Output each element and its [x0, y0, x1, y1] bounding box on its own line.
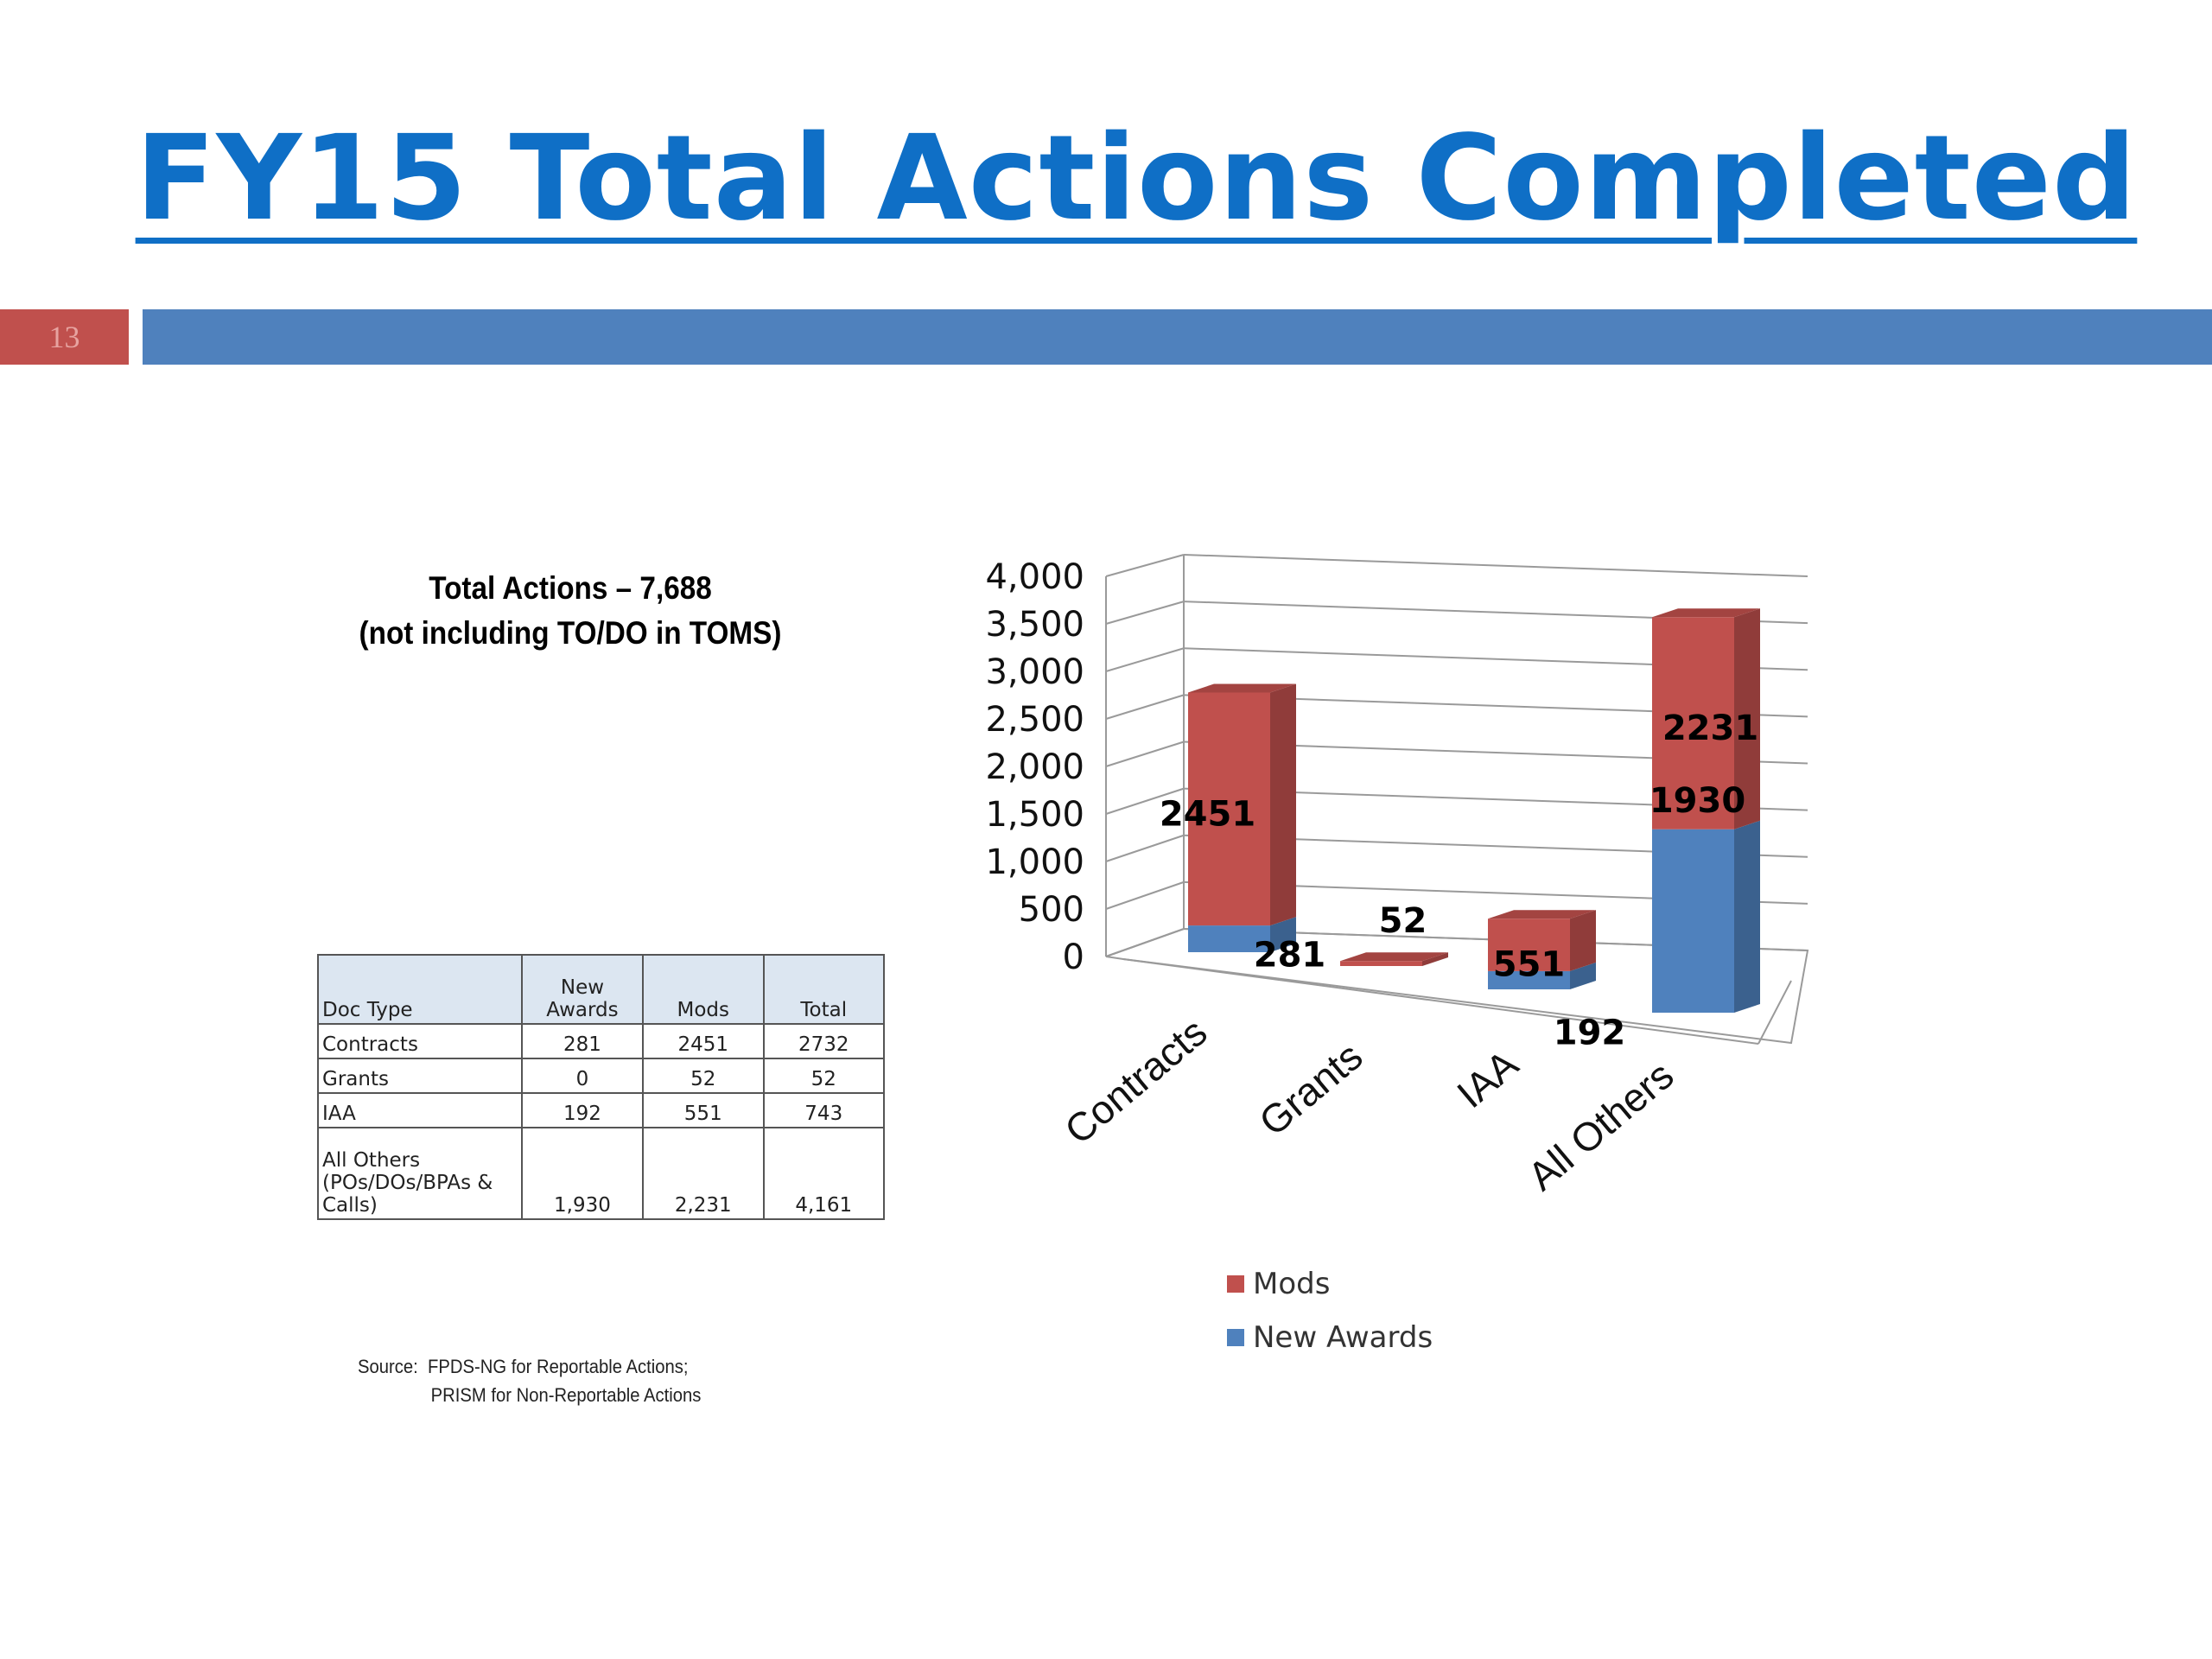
source-line-1: Source: FPDS-NG for Reportable Actions;	[358, 1356, 689, 1377]
data-label: 2451	[1160, 794, 1255, 834]
doc-type-table: Doc Type New Awards Mods Total Contracts…	[317, 954, 885, 1220]
y-tick-label: 500	[1019, 890, 1084, 930]
bar-mods	[1488, 918, 1570, 971]
table-cell: 192	[520, 1092, 645, 1128]
bar-top	[1488, 910, 1596, 919]
total-actions-note: (not including TO/DO in TOMS)	[359, 615, 782, 651]
table-header-total: Total	[762, 954, 885, 1025]
bar-side	[1570, 962, 1596, 989]
table-cell: 2451	[642, 1023, 765, 1059]
gridline-side	[1105, 834, 1185, 862]
legend-item-new-awards: New Awards	[1227, 1311, 1433, 1364]
bar-mods	[1340, 961, 1422, 966]
table-row: Contracts 281 2451 2732	[317, 1023, 885, 1059]
legend-label-mods: Mods	[1253, 1267, 1331, 1301]
bar-mods	[1652, 617, 1734, 830]
legend-swatch-new-awards	[1227, 1329, 1244, 1346]
y-tick-label: 3,500	[985, 605, 1084, 645]
bar-mods	[1188, 692, 1270, 926]
data-label: 551	[1493, 945, 1566, 985]
table-cell: Grants	[317, 1058, 523, 1094]
x-category-label: IAA	[1448, 1041, 1526, 1117]
chart-legend: Mods New Awards	[1227, 1257, 1433, 1364]
x-category-label: Contracts	[1056, 1009, 1215, 1153]
floor-right-edge	[1758, 980, 1792, 1045]
source-line-2: PRISM for Non-Reportable Actions	[430, 1384, 702, 1406]
table-cell: 1,930	[520, 1127, 645, 1220]
bar-side	[1422, 952, 1448, 966]
bar-new-awards	[1488, 970, 1570, 989]
data-label: 2231	[1662, 709, 1758, 748]
data-label: 1930	[1649, 781, 1745, 821]
data-label: 281	[1254, 936, 1326, 976]
bar-top	[1652, 608, 1760, 618]
gridline-side	[1105, 554, 1185, 577]
table-header-mods: Mods	[642, 954, 765, 1025]
y-tick-label: 2,500	[985, 700, 1084, 740]
table-cell: All Others (POs/DOs/BPAs & Calls)	[317, 1127, 523, 1220]
bar-side	[1270, 917, 1296, 952]
x-category-label: Grants	[1250, 1033, 1370, 1145]
y-tick-label: 0	[1063, 938, 1084, 977]
gridline-side	[1105, 741, 1185, 767]
slide-number-bar	[0, 309, 129, 365]
gridline-side	[1105, 787, 1185, 815]
slide-number: 13	[48, 320, 80, 354]
gridline-side	[1105, 880, 1185, 910]
gridline-side	[1105, 694, 1185, 720]
bar-side	[1734, 608, 1760, 830]
table-cell: IAA	[317, 1092, 523, 1128]
x-category-label: All Others	[1519, 1052, 1681, 1199]
table-header-doc-type: Doc Type	[317, 954, 523, 1025]
header-divider-bar	[143, 309, 2212, 365]
table-header-new-awards: New Awards	[520, 954, 645, 1025]
bar-new-awards	[1188, 925, 1270, 952]
table-row: IAA 192 551 743	[317, 1092, 885, 1128]
legend-swatch-mods	[1227, 1275, 1244, 1293]
gridline-side	[1105, 647, 1185, 672]
bar-side	[1570, 910, 1596, 971]
total-actions-line: Total Actions – 7,688	[429, 570, 712, 606]
table-cell: 743	[762, 1092, 885, 1128]
data-label: 192	[1554, 1013, 1626, 1052]
table-row: All Others (POs/DOs/BPAs & Calls) 1,930 …	[317, 1127, 885, 1220]
y-tick-label: 2,000	[985, 747, 1084, 787]
y-tick-label: 1,000	[985, 842, 1084, 882]
source-note: Source: FPDS-NG for Reportable Actions; …	[358, 1352, 731, 1409]
bar-top	[1340, 952, 1448, 962]
bar-new-awards	[1652, 829, 1734, 1013]
bar-side	[1270, 683, 1296, 926]
gridline	[1183, 554, 1808, 577]
y-tick-label: 3,000	[985, 652, 1084, 692]
table-cell: 4,161	[762, 1127, 885, 1220]
table-cell: 281	[520, 1023, 645, 1059]
table-cell: 52	[762, 1058, 885, 1094]
gridline-side	[1105, 601, 1185, 625]
x-axis-line	[1122, 958, 1759, 1045]
table-row: Grants 0 52 52	[317, 1058, 885, 1094]
table-cell: 2,231	[642, 1127, 765, 1220]
table-header-row: Doc Type New Awards Mods Total	[317, 954, 885, 1025]
table-cell: 551	[642, 1092, 765, 1128]
chart-floor	[1105, 927, 1809, 1045]
y-tick-label: 1,500	[985, 795, 1084, 835]
legend-item-mods: Mods	[1227, 1257, 1433, 1311]
bar-top	[1188, 683, 1296, 693]
y-tick-label: 4,000	[985, 557, 1084, 597]
table-cell: 0	[520, 1058, 645, 1094]
legend-label-new-awards: New Awards	[1253, 1320, 1433, 1355]
total-actions-summary: Total Actions – 7,688 (not including TO/…	[311, 566, 830, 656]
bar-side	[1734, 820, 1760, 1013]
table-cell: Contracts	[317, 1023, 523, 1059]
slide-title: FY15 Total Actions Completed	[135, 111, 2138, 247]
table-cell: 52	[642, 1058, 765, 1094]
table-cell: 2732	[762, 1023, 885, 1059]
data-label: 52	[1379, 901, 1427, 941]
